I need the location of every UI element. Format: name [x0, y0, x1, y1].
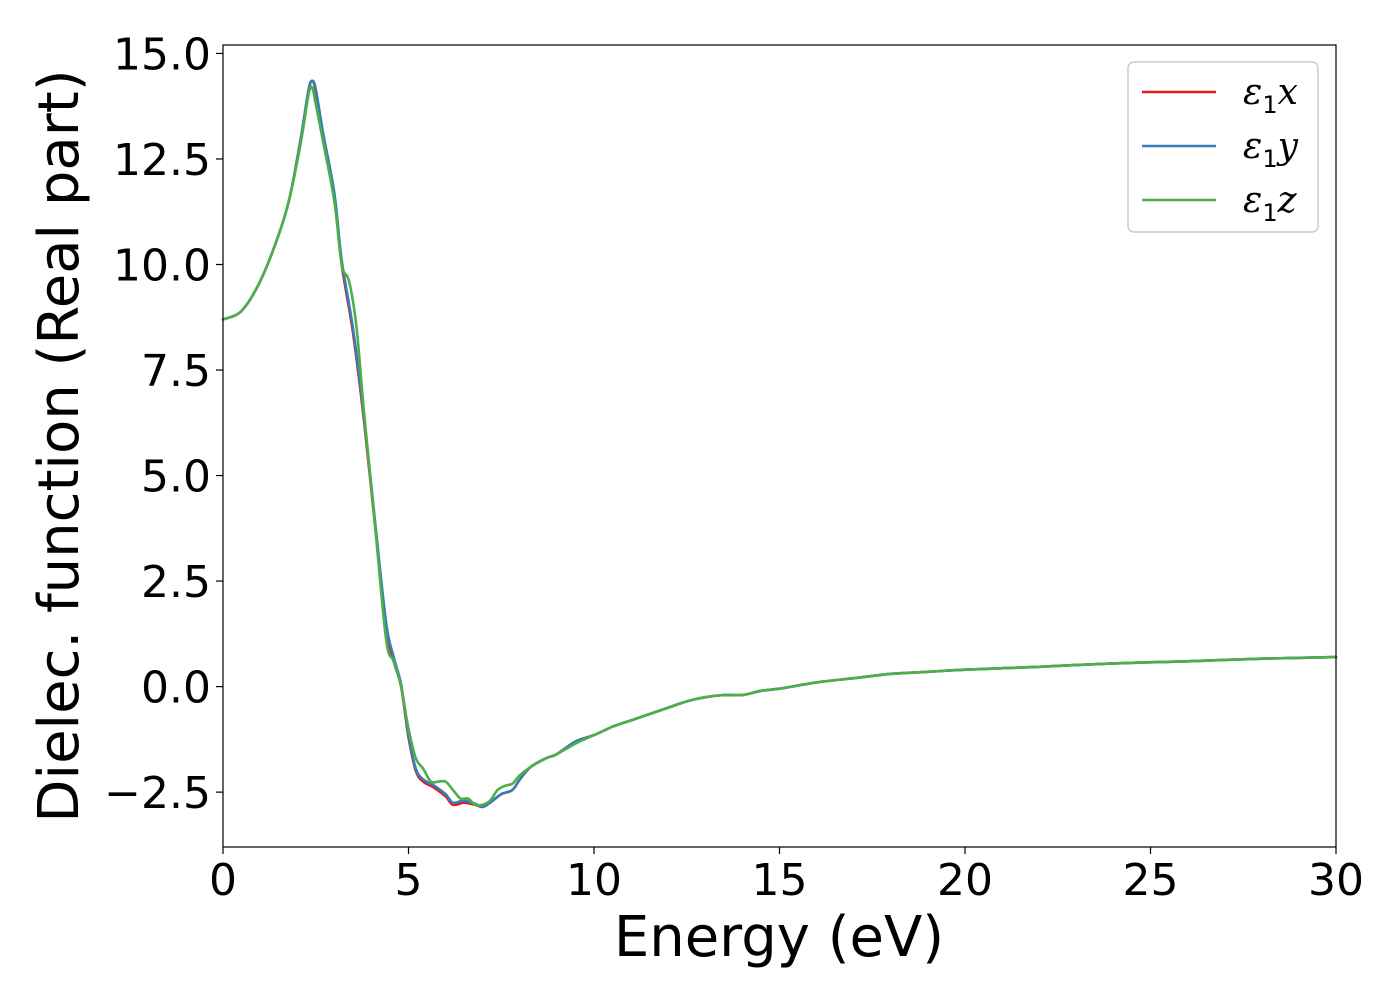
x-tick-label: 15: [752, 855, 808, 906]
y-tick-label: 0.0: [141, 663, 211, 714]
y-tick-label: 10.0: [113, 240, 211, 291]
legend-label-y: ε1y: [1243, 126, 1299, 173]
y-tick-label: 2.5: [141, 557, 211, 608]
x-tick-label: 0: [209, 855, 237, 906]
y-axis-title: Dielec. function (Real part): [27, 69, 92, 822]
x-tick-label: 25: [1123, 855, 1179, 906]
x-tick-label: 30: [1308, 855, 1364, 906]
legend-label-x: ε1x: [1243, 72, 1298, 119]
x-axis-title: Energy (eV): [614, 905, 944, 970]
x-tick-label: 5: [395, 855, 423, 906]
y-tick-label: 15.0: [113, 29, 211, 80]
y-tick-label: 5.0: [141, 452, 211, 503]
y-tick-label: −2.5: [104, 768, 211, 819]
y-tick-label: 12.5: [113, 135, 211, 186]
legend-label-z: ε1z: [1243, 180, 1298, 227]
y-tick-label: 7.5: [141, 346, 211, 397]
y-axis: −2.5 0.0 2.5 5.0 7.5 10.0 12.5 15.0: [104, 29, 223, 819]
series-line-z: [221, 85, 1338, 807]
x-axis: 0 5 10 15 20 25 30: [209, 847, 1364, 906]
legend-box: [1127, 61, 1319, 233]
x-tick-label: 10: [566, 855, 622, 906]
plot-lines: [221, 79, 1338, 809]
x-tick-label: 20: [937, 855, 993, 906]
legend: ε1x ε1y ε1z: [1127, 61, 1319, 233]
